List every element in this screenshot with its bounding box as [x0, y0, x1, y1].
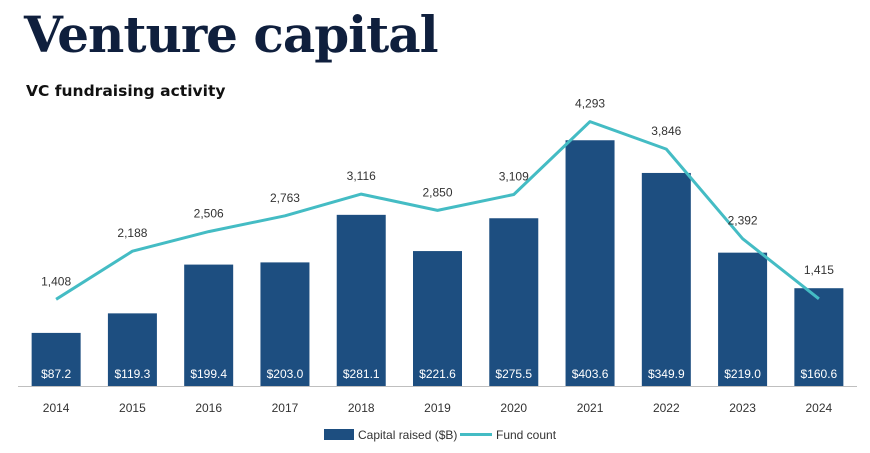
- x-tick-label: 2023: [729, 401, 756, 415]
- bar-value-label: $275.5: [495, 367, 532, 381]
- bar: [718, 252, 768, 386]
- x-axis: 2014 2015 2016 2017 2018 2019 2020 2021 2022 2023…: [18, 386, 857, 415]
- fund-count-label: 2,763: [270, 191, 300, 205]
- x-tick-label: 2024: [806, 401, 833, 415]
- x-tick-label: 2014: [43, 401, 70, 415]
- x-tick-label: 2022: [653, 401, 680, 415]
- bar-value-label: $221.6: [419, 367, 456, 381]
- legend-label-capital: Capital raised ($B): [358, 428, 457, 442]
- fund-count-label: 2,392: [728, 214, 758, 228]
- bar-value-label: $281.1: [343, 367, 380, 381]
- bar: [336, 214, 386, 386]
- legend: Capital raised ($B) Fund count: [324, 428, 557, 442]
- bar-value-label: $119.3: [115, 367, 151, 381]
- x-tick-label: 2020: [500, 401, 527, 415]
- fund-count-label: 3,116: [347, 169, 376, 183]
- legend-label-fund-count: Fund count: [496, 428, 557, 442]
- x-tick-label: 2016: [195, 401, 222, 415]
- labels-layer: $87.2 $119.3 $199.4 $203.0 $281.1 $221.6 $275.…: [41, 97, 837, 381]
- fund-count-label: 2,506: [194, 207, 224, 221]
- bar-value-label: $199.4: [190, 367, 227, 381]
- bar-value-label: $160.6: [801, 367, 838, 381]
- x-tick-label: 2018: [348, 401, 375, 415]
- bar: [260, 262, 310, 386]
- fund-count-label: 1,408: [41, 274, 71, 288]
- bar: [184, 264, 234, 386]
- fund-count-label: 3,109: [499, 169, 529, 183]
- bar: [107, 313, 157, 386]
- x-tick-label: 2021: [577, 401, 604, 415]
- fund-count-label: 3,846: [651, 124, 681, 138]
- bar: [489, 218, 539, 386]
- chart-subtitle: VC fundraising activity: [26, 82, 226, 100]
- bar-value-label: $403.6: [572, 367, 609, 381]
- bars-layer: [31, 140, 844, 386]
- page-title: Venture capital: [24, 5, 439, 64]
- bar: [31, 332, 81, 386]
- x-tick-label: 2017: [272, 401, 299, 415]
- fund-count-line: [55, 120, 820, 301]
- fund-count-label: 1,415: [804, 263, 834, 277]
- bar-value-label: $349.9: [648, 367, 685, 381]
- bar-value-label: $87.2: [41, 367, 71, 381]
- legend-swatch-capital: [324, 429, 354, 440]
- bar: [413, 251, 462, 386]
- fund-count-label: 2,188: [117, 226, 147, 240]
- x-tick-label: 2015: [119, 401, 146, 415]
- bar-value-label: $219.0: [724, 367, 761, 381]
- bar-value-label: $203.0: [267, 367, 304, 381]
- bar: [565, 140, 615, 386]
- bar: [641, 172, 691, 386]
- fund-count-label: 4,293: [575, 97, 605, 111]
- x-tick-label: 2019: [424, 401, 451, 415]
- bar: [794, 288, 844, 386]
- fund-count-label: 2,850: [422, 185, 452, 199]
- line-layer: [55, 120, 820, 301]
